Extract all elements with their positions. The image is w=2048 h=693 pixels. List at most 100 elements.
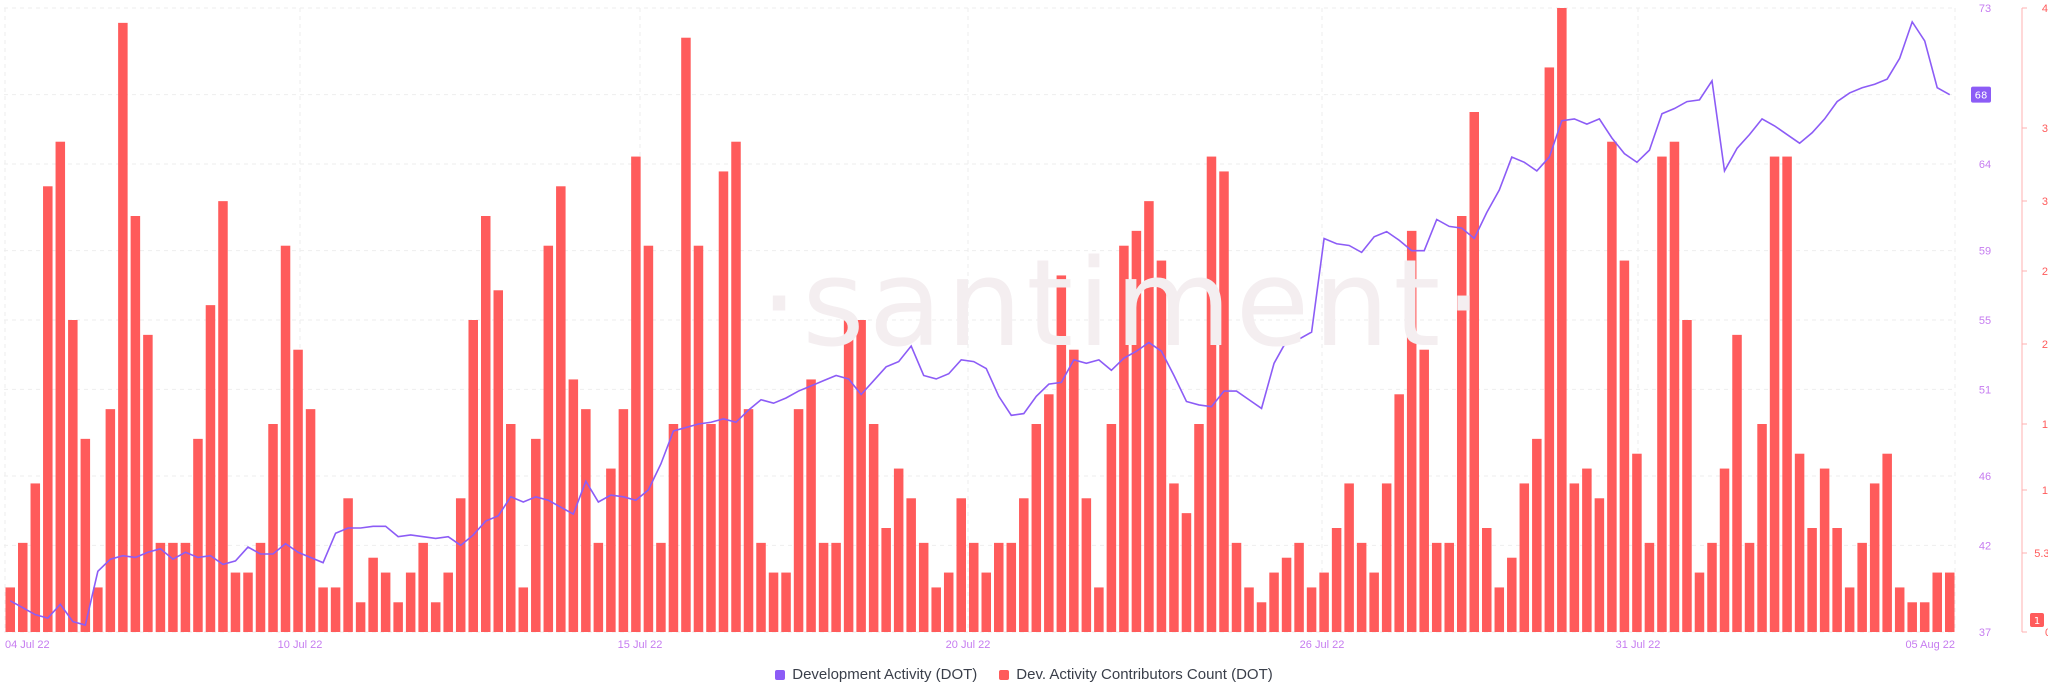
line-value-badge-text: 68	[1975, 91, 1988, 102]
bar	[1657, 156, 1667, 632]
watermark: ·santiment·	[760, 235, 1487, 374]
right-axis-tick-label: 10	[2042, 485, 2048, 497]
bar	[1507, 557, 1517, 632]
chart-canvas[interactable]: 374246515559646873 05.30310152126313742 …	[0, 0, 2048, 660]
bar	[893, 468, 904, 632]
legend-item-development-activity[interactable]: Development Activity (DOT)	[775, 666, 977, 683]
bar	[255, 542, 266, 632]
bar	[981, 572, 992, 632]
x-axis-tick-label: 04 Jul 22	[5, 639, 50, 651]
bar	[68, 320, 78, 632]
bar	[1331, 528, 1342, 632]
bar	[380, 572, 391, 632]
bar	[1269, 572, 1279, 632]
bar	[868, 424, 879, 632]
bar	[430, 602, 441, 632]
bar	[55, 141, 66, 632]
bar	[1044, 394, 1054, 632]
bar	[1281, 557, 1292, 632]
left-axis-tick-label: 42	[1979, 540, 1991, 552]
bar	[305, 409, 316, 632]
x-axis-tick-label: 10 Jul 22	[278, 639, 323, 651]
bar	[1469, 112, 1480, 632]
bar	[18, 542, 28, 632]
bar	[1156, 260, 1167, 632]
x-axis-tick-label: 05 Aug 22	[1905, 639, 1955, 651]
bar	[843, 320, 854, 632]
bar	[1882, 453, 1892, 632]
bar	[931, 587, 941, 632]
bar	[1682, 320, 1692, 632]
bar	[205, 305, 216, 632]
right-axis-tick-label: 21	[2042, 339, 2048, 351]
bar	[643, 245, 654, 632]
bar	[1482, 528, 1492, 632]
bar	[668, 424, 679, 632]
left-axis-tick-label: 55	[1979, 315, 1991, 327]
bar	[468, 320, 478, 632]
bar	[293, 349, 303, 632]
bar	[1144, 201, 1154, 632]
left-axis-tick-label: 51	[1979, 384, 1991, 396]
bar	[455, 498, 466, 632]
bar	[1519, 483, 1530, 632]
bar	[756, 542, 766, 632]
bar	[768, 572, 779, 632]
left-axis-tick-label: 73	[1979, 3, 1991, 15]
bar	[1669, 141, 1680, 632]
bar	[330, 587, 341, 632]
bar	[1569, 483, 1580, 632]
bar	[368, 557, 378, 632]
bar	[831, 542, 841, 632]
bar	[1256, 602, 1267, 632]
bar	[1319, 572, 1329, 632]
right-axis-tick-label: 15	[2042, 419, 2048, 431]
bar	[1494, 587, 1505, 632]
bar	[1381, 483, 1392, 632]
x-axis-tick-label: 31 Jul 22	[1616, 639, 1661, 651]
bar	[130, 216, 141, 632]
bar	[493, 290, 504, 632]
bar	[1306, 587, 1317, 632]
bar	[218, 201, 228, 632]
bar	[155, 542, 166, 632]
bar	[1557, 8, 1567, 632]
bar	[1832, 528, 1842, 632]
bar	[1644, 542, 1655, 632]
development-activity-line	[9, 20, 1951, 627]
bar	[518, 587, 529, 632]
bar	[1582, 468, 1592, 632]
bar	[1769, 156, 1780, 632]
bar	[80, 438, 91, 632]
x-axis-tick-label: 15 Jul 22	[618, 639, 663, 651]
bar	[343, 498, 353, 632]
legend-label: Development Activity (DOT)	[792, 666, 978, 683]
bar	[1244, 587, 1254, 632]
legend: Development Activity (DOT) Dev. Activity…	[0, 666, 2048, 683]
bar	[1594, 498, 1605, 632]
bar	[1632, 453, 1642, 632]
left-axis-tick-label: 59	[1979, 246, 1991, 258]
bar	[906, 498, 916, 632]
bar	[105, 409, 116, 632]
bar	[1106, 424, 1117, 632]
bar	[1094, 587, 1104, 632]
bar	[506, 424, 516, 632]
left-axis-tick-label: 64	[1979, 159, 1991, 171]
x-axis-tick-label: 26 Jul 22	[1300, 639, 1345, 651]
contributors-bars	[5, 8, 1955, 633]
bar	[706, 424, 716, 632]
bar	[118, 22, 128, 633]
bar	[418, 542, 428, 632]
bar	[731, 141, 741, 632]
bar	[1544, 67, 1555, 633]
right-axis-tick-label: 42	[2042, 3, 2048, 15]
bar	[956, 498, 966, 632]
bar	[1944, 572, 1955, 632]
legend-item-contributors-count[interactable]: Dev. Activity Contributors Count (DOT)	[999, 666, 1273, 683]
bar	[93, 587, 103, 632]
bar	[268, 424, 278, 632]
bar	[243, 572, 253, 632]
bar	[143, 334, 153, 632]
bar	[818, 542, 829, 632]
